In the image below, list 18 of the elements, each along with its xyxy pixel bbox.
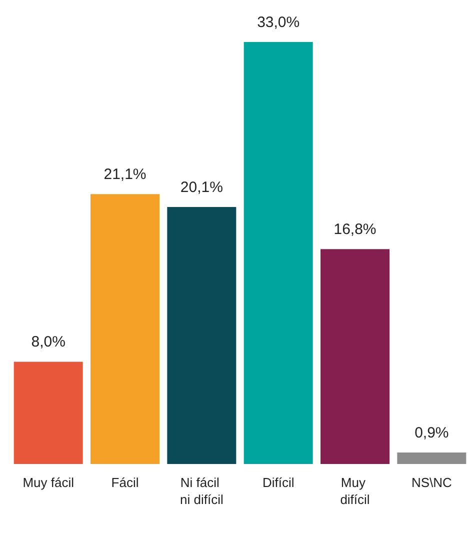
bar: [244, 42, 313, 464]
x-tick-label: Ni fácil ni difícil: [180, 475, 224, 507]
x-tick-label: Muy difícil: [340, 475, 370, 507]
bar: [320, 249, 390, 464]
x-tick-label: Fácil: [111, 475, 139, 490]
data-label: 0,9%: [414, 424, 449, 442]
data-label: 16,8%: [334, 221, 376, 238]
bar: [397, 452, 466, 464]
bar: [167, 206, 236, 464]
data-label: 21,1%: [104, 166, 146, 184]
data-label: 33,0%: [257, 14, 300, 31]
data-label: 20,1%: [180, 178, 223, 196]
bar: [90, 194, 160, 464]
data-label: 8,0%: [31, 334, 66, 351]
x-tick-label: Difícil: [262, 475, 294, 490]
bar: [14, 362, 83, 464]
x-tick-label: NS\NC: [411, 475, 452, 490]
x-tick-label: Muy fácil: [22, 475, 74, 490]
